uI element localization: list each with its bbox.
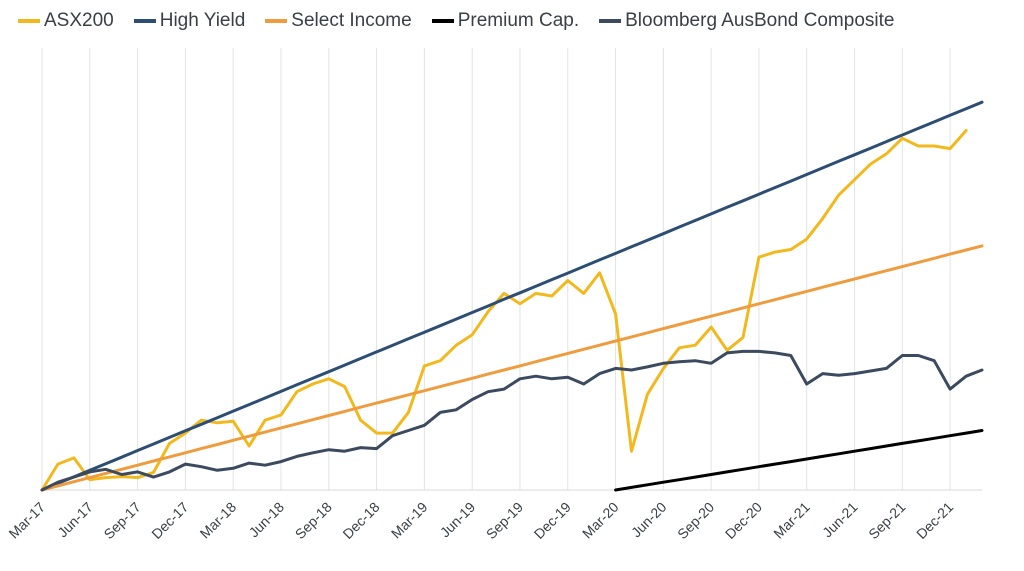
legend-item-2: Select Income <box>265 10 412 32</box>
x-tick-label: Dec-19 <box>531 499 574 542</box>
x-tick-label: Jun-19 <box>437 499 479 541</box>
x-tick-label: Sep-20 <box>674 499 717 542</box>
x-tick-label: Dec-18 <box>339 499 382 542</box>
x-tick-label: Dec-17 <box>148 499 191 542</box>
x-tick-label: Sep-21 <box>865 499 908 542</box>
legend-label: Select Income <box>291 10 412 31</box>
x-tick-label: Dec-21 <box>913 499 956 542</box>
x-tick-label: Jun-18 <box>246 499 288 541</box>
legend-swatch <box>599 19 622 23</box>
legend-item-0: ASX200 <box>18 10 114 32</box>
x-tick-label: Mar-18 <box>197 499 240 542</box>
x-tick-label: Dec-20 <box>722 499 765 542</box>
legend-swatch <box>18 19 40 23</box>
legend-label: ASX200 <box>44 10 114 31</box>
legend-label: Premium Cap. <box>457 10 580 31</box>
series-line-asx200 <box>40 129 968 492</box>
x-tick-label: Mar-19 <box>388 499 431 542</box>
legend-swatch <box>265 19 288 23</box>
series-line-high-yield <box>40 100 984 492</box>
x-tick-label: Jun-21 <box>819 499 861 541</box>
legend-item-4: Bloomberg AusBond Composite <box>599 10 894 32</box>
x-axis-ticks: Mar-17 Jun-17 Sep-17 Dec-17 Mar-18 Jun-18 Sep-… <box>5 499 956 542</box>
x-tick-label: Jun-20 <box>628 499 670 541</box>
legend-label: Bloomberg AusBond Composite <box>625 10 895 31</box>
legend-item-1: High Yield <box>133 10 246 32</box>
chart-grid <box>41 48 951 490</box>
x-tick-label: Jun-17 <box>54 499 96 541</box>
x-tick-label: Sep-18 <box>292 499 335 542</box>
legend-item-3: Premium Cap. <box>431 10 580 32</box>
series-line-bloomberg-ausbond-composite <box>40 349 984 492</box>
legend-swatch <box>133 19 156 23</box>
series-line-premium-cap <box>614 429 984 492</box>
x-tick-label: Sep-17 <box>100 499 143 542</box>
x-tick-label: Sep-19 <box>483 499 526 542</box>
legend-swatch <box>431 19 454 23</box>
x-tick-label: Mar-20 <box>579 499 622 542</box>
chart-lines <box>40 100 984 492</box>
x-tick-label: Mar-17 <box>5 499 48 542</box>
series-line-select-income <box>40 244 984 492</box>
legend-label: High Yield <box>159 10 246 31</box>
chart-legend: ASX200 High Yield Select Income Premium Cap… <box>18 10 894 32</box>
x-tick-label: Mar-21 <box>770 499 813 542</box>
